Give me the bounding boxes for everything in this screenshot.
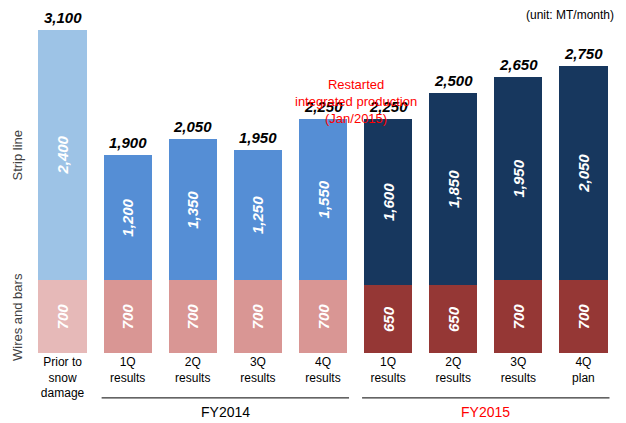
svg-text:1Qresults: 1Qresults <box>110 355 145 385</box>
svg-text:2,400: 2,400 <box>54 135 71 174</box>
svg-text:2,050: 2,050 <box>173 118 212 135</box>
svg-text:1,900: 1,900 <box>109 134 147 151</box>
svg-text:2,250: 2,250 <box>369 98 408 115</box>
svg-text:1,950: 1,950 <box>510 159 527 197</box>
svg-text:1,600: 1,600 <box>380 183 397 221</box>
svg-text:2Qresults: 2Qresults <box>175 355 210 385</box>
svg-text:1,950: 1,950 <box>239 129 277 146</box>
svg-text:4Qplan: 4Qplan <box>572 355 595 385</box>
svg-text:2,050: 2,050 <box>575 154 592 193</box>
svg-text:FY2014: FY2014 <box>201 404 250 420</box>
svg-text:Restartedintegrated production: Restartedintegrated production(Jan/2015) <box>295 77 417 126</box>
svg-text:700: 700 <box>315 304 332 330</box>
svg-text:Strip line: Strip line <box>10 130 25 181</box>
svg-text:700: 700 <box>249 304 266 330</box>
svg-text:2,500: 2,500 <box>434 72 473 89</box>
svg-text:(unit: MT/month): (unit: MT/month) <box>526 8 614 22</box>
svg-text:Prior tosnowdamage: Prior tosnowdamage <box>41 355 85 400</box>
svg-text:700: 700 <box>54 304 71 330</box>
svg-text:3Qresults: 3Qresults <box>240 355 275 385</box>
svg-text:650: 650 <box>380 306 397 332</box>
svg-text:1,850: 1,850 <box>445 170 462 208</box>
svg-text:1,550: 1,550 <box>315 180 332 218</box>
svg-text:3Qresults: 3Qresults <box>501 355 536 385</box>
svg-text:1,350: 1,350 <box>184 191 201 229</box>
svg-text:700: 700 <box>119 304 136 330</box>
svg-text:650: 650 <box>445 306 462 332</box>
svg-text:700: 700 <box>575 304 592 330</box>
svg-text:2Qresults: 2Qresults <box>436 355 471 385</box>
svg-text:1,200: 1,200 <box>119 198 136 236</box>
svg-text:2,650: 2,650 <box>499 56 538 73</box>
svg-text:2,750: 2,750 <box>564 45 603 62</box>
svg-text:700: 700 <box>184 304 201 330</box>
svg-text:2,250: 2,250 <box>304 98 343 115</box>
svg-text:3,100: 3,100 <box>44 9 82 26</box>
svg-text:4Qresults: 4Qresults <box>305 355 340 385</box>
svg-text:1,250: 1,250 <box>249 196 266 234</box>
svg-text:FY2015: FY2015 <box>461 404 510 420</box>
svg-text:Wires and bars: Wires and bars <box>10 273 25 361</box>
svg-text:700: 700 <box>510 304 527 330</box>
svg-text:1Qresults: 1Qresults <box>370 355 405 385</box>
